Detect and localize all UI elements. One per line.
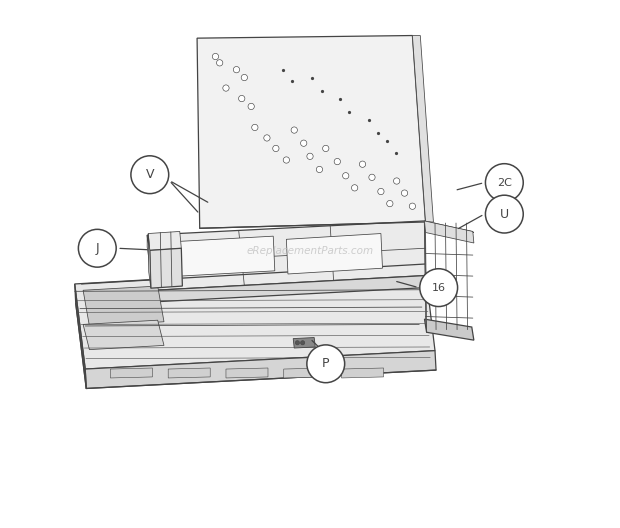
Circle shape — [78, 229, 116, 267]
Circle shape — [352, 185, 358, 191]
Circle shape — [212, 53, 219, 60]
Circle shape — [283, 157, 290, 163]
Polygon shape — [286, 233, 383, 274]
Circle shape — [485, 164, 523, 202]
Circle shape — [239, 96, 245, 102]
Polygon shape — [425, 319, 474, 340]
Circle shape — [216, 60, 223, 66]
Circle shape — [295, 341, 299, 345]
Circle shape — [394, 178, 400, 184]
Text: J: J — [95, 242, 99, 254]
Text: 16: 16 — [432, 282, 446, 293]
Circle shape — [316, 166, 322, 173]
Polygon shape — [226, 368, 268, 378]
Polygon shape — [148, 233, 151, 288]
Circle shape — [241, 74, 247, 81]
Circle shape — [409, 203, 415, 210]
Polygon shape — [155, 276, 425, 302]
Polygon shape — [284, 368, 326, 378]
Circle shape — [307, 153, 313, 159]
Polygon shape — [342, 368, 384, 378]
Polygon shape — [85, 351, 436, 389]
Circle shape — [301, 140, 307, 146]
Text: 2C: 2C — [497, 177, 511, 187]
Text: V: V — [146, 168, 154, 181]
Circle shape — [387, 201, 393, 207]
Polygon shape — [197, 35, 425, 228]
Circle shape — [291, 127, 298, 133]
Text: eReplacementParts.com: eReplacementParts.com — [246, 246, 374, 256]
Circle shape — [233, 67, 239, 73]
Text: P: P — [322, 357, 329, 370]
Circle shape — [360, 161, 366, 167]
Circle shape — [401, 190, 408, 196]
Circle shape — [131, 156, 169, 194]
Polygon shape — [74, 284, 86, 389]
Polygon shape — [412, 35, 433, 222]
Polygon shape — [150, 248, 182, 288]
Polygon shape — [83, 320, 164, 350]
Circle shape — [378, 188, 384, 195]
Polygon shape — [293, 337, 315, 348]
Text: U: U — [500, 208, 509, 221]
Circle shape — [322, 145, 329, 152]
Circle shape — [252, 124, 258, 130]
Polygon shape — [168, 368, 210, 378]
Polygon shape — [147, 235, 155, 302]
Circle shape — [223, 85, 229, 91]
Circle shape — [307, 345, 345, 383]
Circle shape — [264, 135, 270, 141]
Polygon shape — [110, 368, 153, 378]
Circle shape — [248, 103, 254, 110]
Circle shape — [369, 174, 375, 181]
Circle shape — [343, 173, 349, 179]
Polygon shape — [179, 236, 275, 276]
Circle shape — [485, 195, 523, 233]
Polygon shape — [425, 221, 474, 232]
Polygon shape — [83, 286, 164, 326]
Polygon shape — [425, 221, 474, 243]
Polygon shape — [147, 221, 425, 290]
Polygon shape — [74, 264, 435, 369]
Polygon shape — [425, 221, 427, 332]
Circle shape — [273, 145, 279, 152]
Polygon shape — [148, 231, 181, 250]
Circle shape — [420, 269, 458, 307]
Circle shape — [301, 341, 305, 345]
Circle shape — [334, 158, 340, 165]
